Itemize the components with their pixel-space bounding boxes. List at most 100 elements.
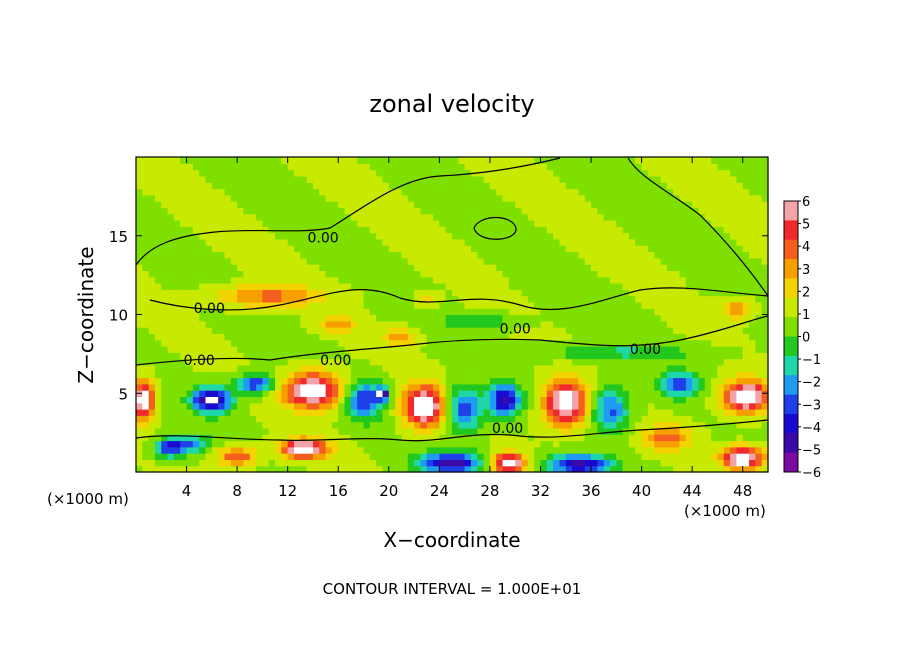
heatmap-cell: [325, 327, 333, 334]
heatmap-cell: [300, 226, 308, 234]
heatmap-cell: [173, 446, 181, 454]
heatmap-cell: [515, 320, 523, 328]
heatmap-cell: [319, 169, 327, 177]
heatmap-cell: [338, 213, 346, 221]
heatmap-cell: [268, 213, 276, 221]
heatmap-cell: [502, 220, 510, 227]
heatmap-cell: [281, 308, 289, 316]
heatmap-cell: [363, 453, 371, 460]
heatmap-cell: [521, 188, 529, 196]
heatmap-cell: [312, 352, 320, 360]
heatmap-cell: [477, 188, 485, 196]
heatmap-cell: [647, 283, 655, 290]
heatmap-cell: [154, 270, 162, 278]
heatmap-cell: [325, 434, 333, 442]
heatmap-cell: [268, 283, 276, 290]
heatmap-cell: [546, 220, 554, 227]
heatmap-cell: [483, 175, 491, 183]
heatmap-cell: [249, 427, 257, 435]
heatmap-cell: [388, 245, 396, 253]
heatmap-cell: [489, 264, 497, 271]
heatmap-cell: [287, 238, 295, 246]
heatmap-cell: [173, 434, 181, 442]
heatmap-cell: [180, 188, 188, 196]
heatmap-cell: [344, 226, 352, 234]
heatmap-cell: [294, 257, 301, 265]
heatmap-cell: [331, 383, 339, 391]
heatmap-cell: [218, 409, 226, 416]
heatmap-cell: [521, 333, 529, 341]
heatmap-cell: [319, 270, 327, 278]
heatmap-cell: [597, 194, 605, 202]
heatmap-cell: [331, 213, 339, 221]
heatmap-cell: [186, 453, 194, 460]
heatmap-cell: [287, 276, 295, 284]
heatmap-cell: [565, 201, 573, 208]
heatmap-cell: [445, 232, 453, 240]
heatmap-cell: [717, 346, 725, 353]
heatmap-cell: [685, 238, 693, 246]
heatmap-cell: [641, 207, 649, 215]
heatmap-cell: [199, 188, 207, 196]
heatmap-cell: [426, 182, 434, 190]
heatmap-cell: [483, 182, 491, 190]
heatmap-cell: [496, 232, 504, 240]
heatmap-cell: [401, 434, 409, 442]
heatmap-cell: [622, 194, 630, 202]
heatmap-cell: [395, 238, 403, 246]
heatmap-cell: [369, 251, 377, 259]
heatmap-cell: [711, 264, 719, 271]
heatmap-cell: [635, 251, 643, 259]
heatmap-cell: [407, 396, 415, 404]
heatmap-cell: [641, 270, 649, 278]
heatmap-cell: [515, 364, 523, 372]
heatmap-cell: [338, 251, 346, 259]
heatmap-cell: [470, 157, 478, 164]
heatmap-cell: [698, 396, 706, 404]
heatmap-cell: [540, 402, 548, 410]
heatmap-cell: [433, 289, 440, 297]
heatmap-cell: [249, 421, 257, 429]
heatmap-cell: [439, 377, 447, 385]
heatmap-cell: [572, 157, 579, 164]
heatmap-cell: [489, 163, 497, 171]
heatmap-cell: [218, 346, 226, 353]
heatmap-cell: [470, 220, 478, 227]
heatmap-cell: [761, 276, 769, 284]
heatmap-cell: [654, 465, 662, 473]
heatmap-cell: [142, 465, 150, 473]
heatmap-cell: [294, 245, 301, 253]
heatmap-cell: [237, 213, 245, 221]
heatmap-cell: [603, 434, 611, 442]
heatmap-cell: [654, 427, 662, 435]
heatmap-cell: [597, 270, 605, 278]
heatmap-cell: [357, 245, 365, 253]
heatmap-cell: [395, 220, 403, 227]
heatmap-cell: [224, 446, 232, 454]
heatmap-cell: [502, 283, 510, 290]
heatmap-cell: [730, 352, 737, 360]
heatmap-cell: [597, 213, 605, 221]
heatmap-cell: [546, 201, 554, 208]
heatmap-cell: [584, 465, 592, 473]
heatmap-cell: [350, 390, 358, 397]
heatmap-cell: [414, 157, 421, 164]
heatmap-cell: [161, 314, 169, 322]
heatmap-cell: [369, 238, 377, 246]
heatmap-cell: [603, 446, 611, 454]
heatmap-cell: [439, 371, 447, 379]
heatmap-cell: [256, 163, 263, 171]
heatmap-cell: [553, 163, 561, 171]
heatmap-cell: [723, 358, 731, 366]
heatmap-cell: [388, 377, 396, 385]
heatmap-cell: [363, 194, 371, 202]
heatmap-cell: [350, 465, 358, 473]
heatmap-cell: [666, 289, 674, 297]
heatmap-cell: [742, 346, 750, 353]
heatmap-cell: [294, 175, 301, 183]
heatmap-cell: [433, 238, 440, 246]
heatmap-cell: [256, 440, 263, 448]
heatmap-cell: [591, 453, 598, 460]
heatmap-cell: [546, 226, 554, 234]
heatmap-cell: [439, 295, 447, 303]
